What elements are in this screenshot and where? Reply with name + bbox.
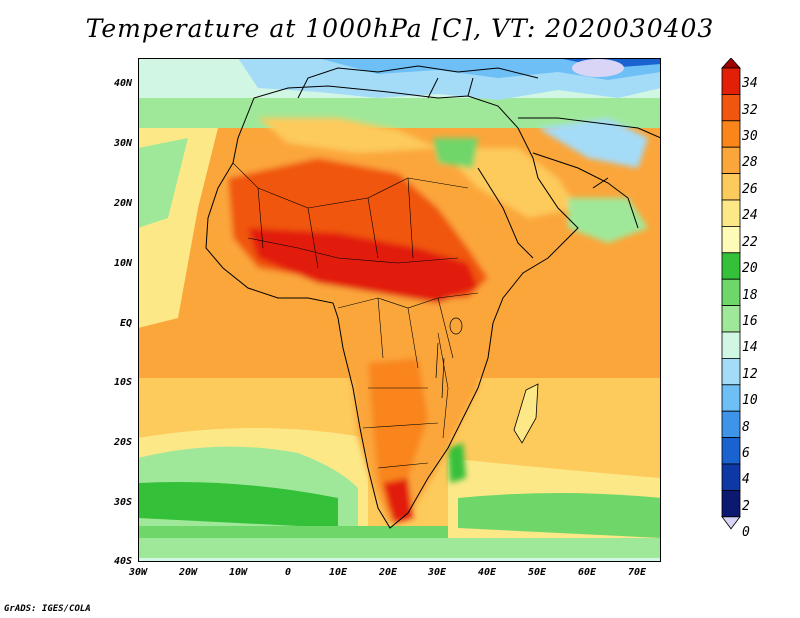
colorbar-label: 28 bbox=[742, 155, 758, 170]
colorbar-label: 22 bbox=[742, 235, 758, 250]
lon-tick: 10E bbox=[328, 567, 348, 578]
colorbar-label: 8 bbox=[742, 420, 750, 435]
colorbar bbox=[721, 58, 741, 530]
colorbar-segment bbox=[721, 252, 741, 280]
colorbar-segment bbox=[721, 437, 741, 465]
colorbar-label: 30 bbox=[742, 129, 758, 144]
lon-tick: 60E bbox=[577, 567, 597, 578]
lat-tick: 40S bbox=[113, 556, 132, 567]
colorbar-label: 24 bbox=[742, 208, 758, 223]
colorbar-label: 20 bbox=[742, 261, 758, 276]
colorbar-label: 18 bbox=[742, 288, 758, 303]
colorbar-label: 34 bbox=[742, 76, 758, 91]
colorbar-segment bbox=[721, 120, 741, 148]
lon-tick: 0 bbox=[284, 567, 292, 578]
colorbar-label: 10 bbox=[742, 393, 758, 408]
colorbar-segment bbox=[721, 489, 741, 518]
colorbar-segment bbox=[721, 331, 741, 359]
lat-tick: 20S bbox=[113, 437, 132, 448]
colorbar-label: 26 bbox=[742, 182, 758, 197]
colorbar-segment bbox=[721, 278, 741, 306]
colorbar-label: 16 bbox=[742, 314, 758, 329]
colorbar-min-arrow bbox=[721, 516, 741, 530]
colorbar-label: 32 bbox=[742, 103, 758, 118]
lat-tick: 30S bbox=[113, 497, 132, 508]
colorbar-segment bbox=[721, 199, 741, 227]
colorbar-segment bbox=[721, 384, 741, 412]
lat-tick: 30N bbox=[113, 138, 132, 149]
colorbar-segment bbox=[721, 357, 741, 386]
lon-tick: 10W bbox=[228, 567, 248, 578]
lon-tick: 70E bbox=[627, 567, 647, 578]
credit-text: GrADS: IGES/COLA bbox=[4, 604, 91, 614]
colorbar-segment bbox=[721, 463, 741, 491]
colorbar-max-arrow bbox=[721, 58, 741, 69]
lat-tick: 40N bbox=[113, 78, 132, 89]
lat-tick: EQ bbox=[119, 318, 132, 329]
colorbar-segment bbox=[721, 173, 741, 201]
colorbar-segment bbox=[721, 410, 741, 439]
colorbar-label: 14 bbox=[742, 340, 758, 355]
colorbar-segment bbox=[721, 94, 741, 122]
lon-tick: 40E bbox=[477, 567, 497, 578]
colorbar-label: 12 bbox=[742, 367, 758, 382]
map-title: Temperature at 1000hPa [C], VT: 20200304… bbox=[85, 14, 715, 43]
colorbar-segment bbox=[721, 146, 741, 174]
colorbar-segment bbox=[721, 225, 741, 254]
colorbar-label: 2 bbox=[742, 499, 750, 514]
lon-tick: 50E bbox=[527, 567, 547, 578]
lat-tick: 20N bbox=[113, 198, 132, 209]
lon-tick: 20W bbox=[178, 567, 198, 578]
colorbar-label: 4 bbox=[742, 472, 750, 487]
lat-tick: 10S bbox=[113, 377, 132, 388]
colorbar-segment bbox=[721, 305, 741, 333]
map-frame bbox=[138, 58, 661, 562]
colorbar-segment bbox=[721, 67, 741, 95]
lon-tick: 20E bbox=[378, 567, 398, 578]
colorbar-label: 6 bbox=[742, 446, 750, 461]
lat-tick: 10N bbox=[113, 258, 132, 269]
lon-tick: 30W bbox=[128, 567, 148, 578]
lon-tick: 30E bbox=[427, 567, 447, 578]
temperature-map bbox=[138, 58, 661, 562]
colorbar-label: 0 bbox=[742, 525, 750, 540]
